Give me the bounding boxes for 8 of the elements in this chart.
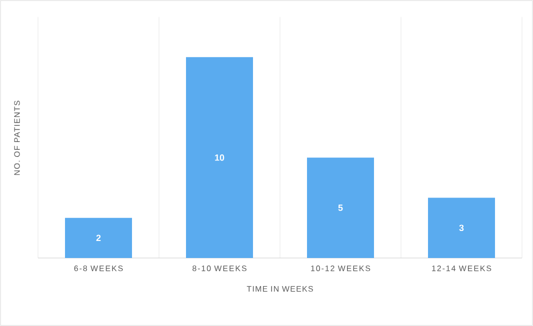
bar <box>428 198 495 258</box>
bar <box>307 158 374 258</box>
data-label: 5 <box>338 204 343 211</box>
data-label: 3 <box>459 224 464 232</box>
bar <box>65 218 132 258</box>
data-label: 10 <box>215 154 224 161</box>
bar <box>186 57 253 258</box>
data-label: 2 <box>96 234 101 242</box>
